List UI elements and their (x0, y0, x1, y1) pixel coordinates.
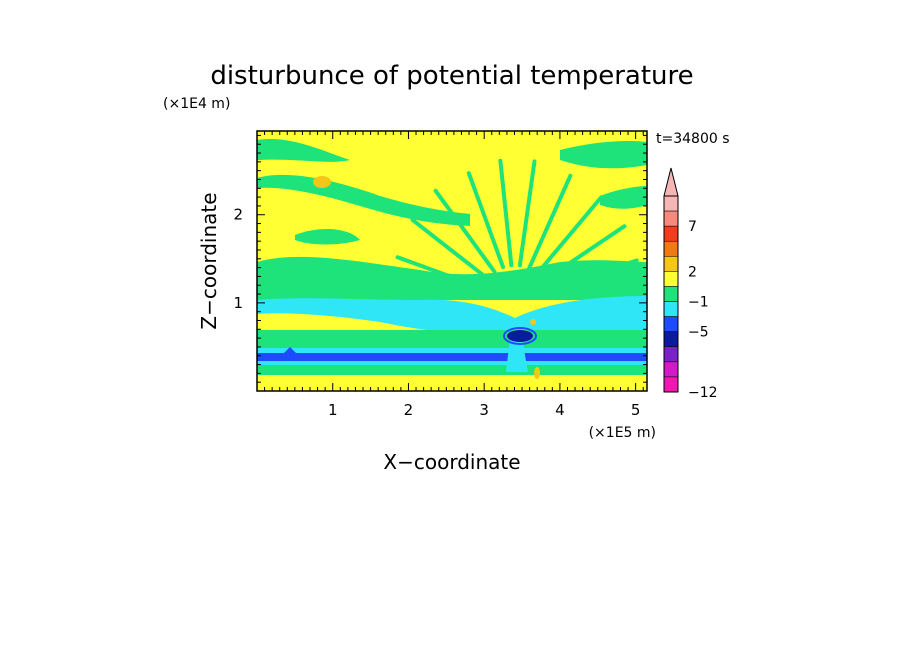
green-patch-left (295, 228, 360, 245)
chart-title: disturbunce of potential temperature (210, 61, 693, 91)
y-axis-label: Z−coordinate (197, 192, 221, 329)
green-band-upper-left (257, 174, 470, 226)
colorbar-swatch (663, 301, 679, 317)
colorbar-swatch (663, 331, 679, 348)
radiating-streak (546, 258, 639, 292)
orange-patch (313, 176, 331, 188)
radiating-streak (542, 224, 627, 283)
radiating-streak (498, 158, 514, 268)
colorbar-swatch (663, 286, 679, 302)
colorbar-tick-label: −1 (688, 295, 709, 311)
colorbar-swatch (663, 256, 679, 272)
colorbar-swatch (663, 361, 679, 378)
colorbar-tick-label: −12 (688, 385, 718, 401)
core-outline (503, 327, 537, 345)
radiating-streak (410, 217, 490, 281)
y-tick-label: 1 (233, 294, 243, 312)
colorbar-swatch (663, 316, 679, 332)
colorbar-swatch (663, 195, 679, 212)
x-tick-label: 1 (328, 401, 338, 419)
green-band-right (600, 186, 647, 209)
colorbar-swatch (663, 271, 679, 287)
cyan-layer (257, 296, 647, 334)
colorbar-swatch (663, 210, 679, 227)
green-band-top-left (257, 139, 350, 162)
orange-patch (530, 319, 536, 325)
colorbar-tick-label: 7 (688, 219, 697, 235)
colorbar-swatch (663, 225, 679, 242)
radiating-streak (535, 195, 604, 276)
contour-field (257, 131, 647, 391)
green-strip-bottom (257, 365, 647, 375)
cyan-strip (257, 348, 647, 353)
radiating-streak (433, 188, 497, 274)
plume (506, 338, 528, 372)
colorbar-swatch (663, 240, 679, 257)
blue-spike (284, 347, 296, 353)
green-layer-lower-top (257, 330, 647, 340)
plot-frame (256, 130, 648, 392)
radiating-streak (466, 171, 506, 270)
radiating-streak (517, 159, 537, 268)
radiating-streak (395, 255, 485, 291)
time-label: t=34800 s (656, 131, 730, 147)
x-tick-label: 3 (479, 401, 489, 419)
dark-blue-core (507, 330, 533, 342)
colorbar-tick-label: 2 (688, 264, 697, 280)
x-tick-label: 2 (404, 401, 414, 419)
cyan-strip-lower (257, 361, 647, 365)
colorbar-tick-label: −5 (688, 325, 709, 341)
blue-band (257, 353, 647, 361)
colorbar-swatch (663, 376, 679, 393)
y-unit-label: (×1E4 m) (163, 96, 230, 112)
x-tick-label: 5 (631, 401, 641, 419)
green-band-top-right (560, 140, 647, 169)
colorbar-swatch (663, 346, 679, 363)
x-unit-label: (×1E5 m) (589, 425, 656, 441)
y-axis: 12 (233, 134, 647, 383)
colorbar: 7 2 −1 −5 −12 (663, 167, 718, 401)
x-axis: 1 2 3 4 5 (264, 131, 644, 419)
y-tick-label: 2 (233, 206, 243, 224)
x-axis-label: X−coordinate (383, 450, 520, 474)
radiating-streak (527, 173, 573, 271)
colorbar-frame (663, 195, 679, 393)
x-tick-label: 4 (555, 401, 565, 419)
orange-patch (534, 367, 540, 379)
